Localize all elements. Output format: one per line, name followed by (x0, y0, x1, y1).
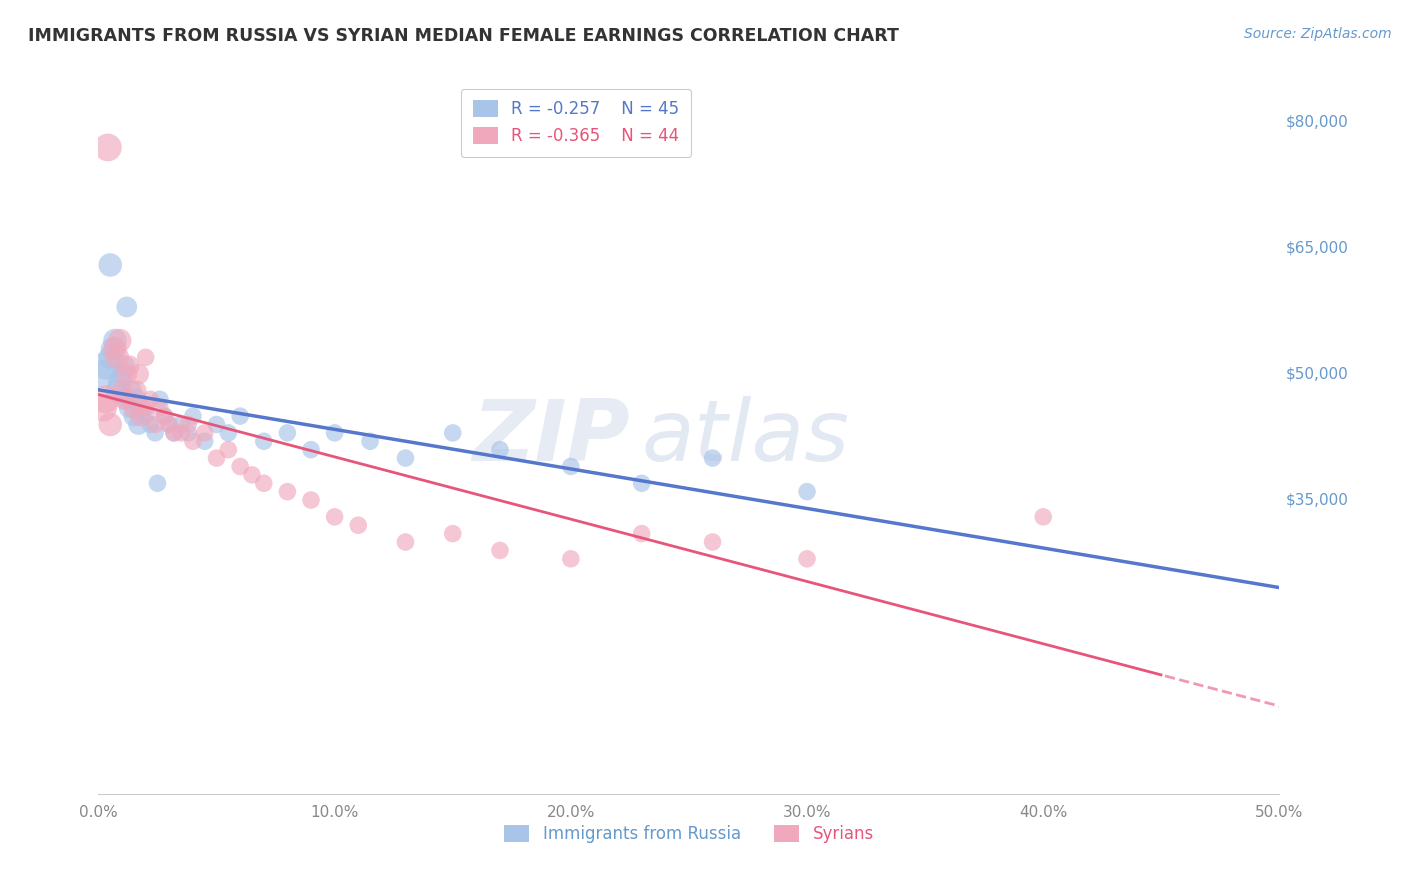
Point (108, 376, 131, 390)
Point (441, 425, 464, 440)
Point (194, 434, 217, 449)
Point (560, 459, 582, 474)
Point (299, 442, 322, 457)
Point (489, 442, 512, 457)
Point (630, 526, 652, 541)
Point (170, 417, 193, 432)
Point (118, 359, 141, 373)
Point (253, 434, 276, 449)
Point (115, 392, 138, 407)
Point (143, 425, 166, 440)
Point (153, 409, 176, 423)
Point (128, 417, 150, 432)
Point (194, 425, 217, 440)
Point (323, 509, 346, 524)
Point (115, 300, 138, 314)
Text: $35,000: $35,000 (1285, 492, 1348, 508)
Point (112, 392, 135, 407)
Text: $65,000: $65,000 (1285, 241, 1348, 256)
Point (394, 451, 416, 466)
Point (394, 535, 416, 549)
Point (146, 476, 169, 491)
Text: ZIP: ZIP (472, 395, 630, 479)
Point (796, 551, 818, 566)
Point (112, 359, 135, 373)
Point (229, 459, 252, 474)
Point (217, 442, 239, 457)
Point (205, 417, 228, 432)
Point (122, 401, 145, 415)
Point (359, 434, 381, 449)
Point (115, 367, 138, 381)
Point (217, 425, 239, 440)
Point (108, 334, 131, 348)
Point (276, 425, 298, 440)
Point (702, 451, 724, 466)
Point (796, 484, 818, 499)
Point (181, 434, 204, 449)
Point (163, 425, 186, 440)
Point (560, 551, 582, 566)
Point (125, 384, 148, 398)
Point (105, 351, 128, 365)
Point (441, 526, 464, 541)
Point (122, 409, 145, 423)
Point (104, 342, 127, 356)
Point (94, 359, 117, 373)
Legend: Immigrants from Russia, Syrians: Immigrants from Russia, Syrians (498, 818, 880, 850)
Point (299, 493, 322, 508)
Point (135, 401, 157, 415)
Point (181, 409, 204, 423)
Point (111, 367, 134, 381)
Point (121, 384, 143, 398)
Point (139, 417, 162, 432)
Point (153, 409, 176, 423)
Point (94, 392, 117, 407)
Point (118, 401, 141, 415)
Point (105, 384, 128, 398)
Point (111, 384, 134, 398)
Point (98, 351, 121, 365)
Point (139, 392, 162, 407)
Text: atlas: atlas (641, 395, 849, 479)
Point (276, 484, 298, 499)
Point (91, 401, 114, 415)
Point (170, 425, 193, 440)
Point (128, 367, 150, 381)
Point (253, 476, 276, 491)
Point (229, 409, 252, 423)
Point (143, 417, 166, 432)
Point (347, 518, 370, 533)
Point (205, 451, 228, 466)
Text: IMMIGRANTS FROM RUSSIA VS SYRIAN MEDIAN FEMALE EARNINGS CORRELATION CHART: IMMIGRANTS FROM RUSSIA VS SYRIAN MEDIAN … (28, 27, 898, 45)
Point (163, 425, 186, 440)
Point (104, 334, 127, 348)
Point (135, 351, 157, 365)
Point (702, 535, 724, 549)
Point (98, 417, 121, 432)
Point (240, 467, 263, 482)
Point (1032, 509, 1054, 524)
Text: $50,000: $50,000 (1285, 367, 1348, 382)
Point (101, 342, 124, 356)
Point (177, 417, 200, 432)
Point (129, 401, 152, 415)
Point (157, 417, 180, 432)
Point (323, 425, 346, 440)
Point (125, 392, 148, 407)
Text: $80,000: $80,000 (1285, 115, 1348, 129)
Point (157, 417, 180, 432)
Point (149, 392, 172, 407)
Point (98, 258, 121, 272)
Point (149, 401, 172, 415)
Text: Source: ZipAtlas.com: Source: ZipAtlas.com (1244, 27, 1392, 41)
Point (177, 425, 200, 440)
Point (489, 543, 512, 558)
Point (91, 367, 114, 381)
Point (97, 140, 120, 154)
Point (135, 409, 157, 423)
Point (129, 409, 152, 423)
Point (630, 476, 652, 491)
